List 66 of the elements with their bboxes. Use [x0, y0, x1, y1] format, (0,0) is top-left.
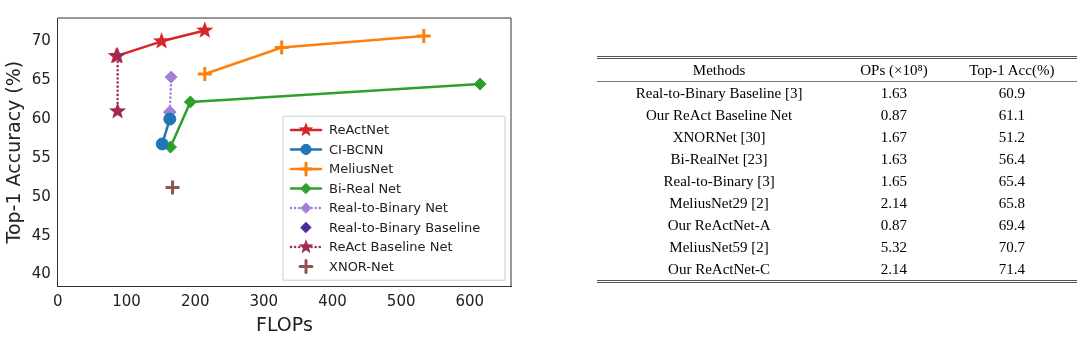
x-tick-label: 400 — [318, 292, 347, 311]
category-label: Real-to-Binary [3] — [662, 172, 776, 191]
point — [273, 39, 291, 57]
legend-label: XNOR-Net — [329, 258, 394, 274]
category-label: Our ReActNet-A — [666, 216, 772, 235]
y-axis-title: Top-1 Accuracy (%) — [2, 60, 25, 245]
data-label: 2.14 — [879, 260, 909, 279]
data-label: 69.4 — [997, 216, 1026, 235]
y-tick-label: 55 — [31, 147, 51, 166]
data-label: 0.87 — [879, 216, 909, 235]
data-label: 1.65 — [879, 172, 909, 191]
x-tick-label: 0 — [53, 292, 63, 311]
point — [196, 65, 214, 83]
data-label: 65.4 — [997, 172, 1026, 191]
x-tick-label: 500 — [386, 292, 416, 311]
x-tick-label: 300 — [249, 292, 279, 311]
legend-label: Bi-Real Net — [329, 180, 402, 196]
category-label: XNORNet [30] — [671, 128, 767, 147]
y-tick-label: 60 — [31, 108, 51, 127]
text: Top-1 Acc(%) — [946, 57, 1077, 82]
category-label: Bi-RealNet [23] — [669, 150, 769, 169]
y-tick-label: 40 — [31, 264, 51, 283]
data-label: 2.14 — [879, 194, 909, 213]
point — [109, 102, 127, 119]
text: Methods — [597, 57, 842, 82]
data-label: 71.4 — [997, 260, 1026, 279]
point — [164, 70, 178, 84]
point — [196, 21, 214, 38]
y-tick-label: 50 — [31, 186, 51, 205]
category-label: Real-to-Binary Baseline [3] — [634, 84, 804, 103]
y-tick-label: 65 — [31, 70, 51, 89]
data-label: 60.9 — [997, 84, 1026, 103]
text: OPs (×10⁸) — [841, 57, 947, 82]
data-label: 1.63 — [879, 150, 909, 169]
data-label: 1.67 — [879, 128, 909, 147]
x-tick-label: 200 — [180, 292, 210, 311]
legend-label: Real-to-Binary Net — [329, 200, 448, 216]
data-label: 56.4 — [997, 150, 1026, 169]
category-label: MeliusNet59 [2] — [668, 238, 770, 257]
point — [183, 95, 197, 109]
category-label: MeliusNet29 [2] — [668, 194, 770, 213]
point — [473, 77, 487, 91]
data-label: 70.7 — [997, 238, 1026, 257]
y-tick-label: 45 — [31, 225, 51, 244]
y-tick-label: 70 — [31, 31, 51, 50]
legend-label: ReAct Baseline Net — [329, 239, 453, 255]
data-label: 65.8 — [997, 194, 1026, 213]
data-label: 0.87 — [879, 106, 909, 125]
legend-label: Real-to-Binary Baseline — [329, 219, 481, 235]
legend-label: MeliusNet — [329, 161, 394, 177]
x-tick-label: 600 — [455, 292, 485, 311]
legend-label: ReActNet — [329, 122, 390, 138]
point — [155, 137, 169, 151]
x-axis-title: FLOPs — [256, 312, 313, 335]
category-label: Our ReActNet-C — [667, 260, 772, 279]
data-label: 1.63 — [879, 84, 909, 103]
point — [152, 32, 171, 49]
point — [164, 178, 182, 196]
point — [415, 27, 433, 45]
data-label: 61.1 — [997, 106, 1026, 125]
category-label: Our ReAct Baseline Net — [645, 106, 794, 125]
data-label: 51.2 — [997, 128, 1026, 147]
point — [163, 112, 177, 126]
x-tick-label: 100 — [112, 292, 141, 311]
legend-label: CI-BCNN — [329, 141, 384, 157]
data-label: 5.32 — [879, 238, 909, 257]
